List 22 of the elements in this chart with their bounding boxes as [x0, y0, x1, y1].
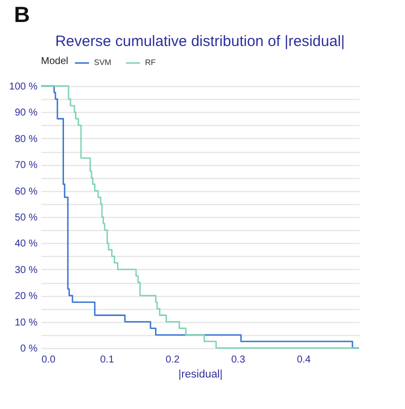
chart-title: Reverse cumulative distribution of |residual| — [55, 33, 345, 50]
legend-label: SVM — [94, 58, 112, 67]
y-tick-label: 80 % — [14, 134, 38, 145]
y-tick-label: 40 % — [14, 238, 38, 250]
y-tick-label: 10 % — [14, 317, 38, 328]
y-tick-label: 30 % — [14, 264, 38, 276]
y-tick-label: 90 % — [14, 108, 38, 119]
x-tick-label: 0.4 — [296, 354, 312, 366]
y-tick-label: 100 % — [9, 82, 38, 92]
x-tick-label: 0.3 — [231, 354, 246, 366]
legend-label: RF — [145, 58, 156, 67]
x-tick-label: 0.0 — [42, 354, 56, 366]
legend-title: Model — [41, 56, 68, 67]
x-axis-title: |residual| — [178, 368, 223, 380]
y-tick-label: 0 % — [20, 344, 38, 354]
y-tick-label: 70 % — [14, 160, 38, 172]
text: B — [14, 2, 30, 27]
x-tick-label: 0.1 — [100, 354, 114, 366]
y-tick-label: 20 % — [14, 291, 38, 302]
x-tick-label: 0.2 — [166, 354, 180, 366]
y-tick-label: 50 % — [14, 212, 38, 224]
y-tick-label: 60 % — [14, 186, 38, 198]
